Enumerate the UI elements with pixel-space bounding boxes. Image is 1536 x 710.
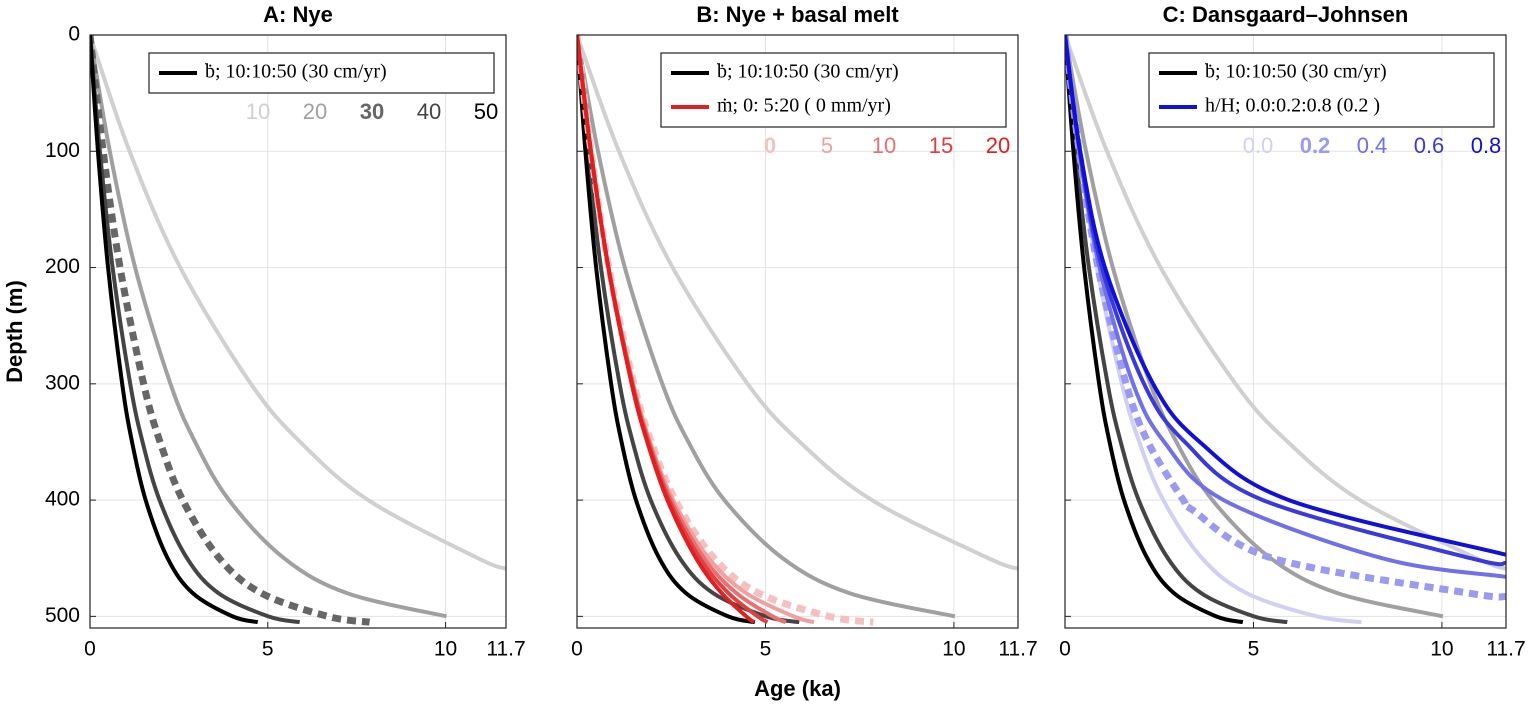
data-line [1065, 35, 1444, 619]
series-key: 0.6 [1414, 133, 1445, 158]
panel-title: B: Nye + basal melt [696, 2, 899, 27]
series-key: 30 [360, 99, 384, 124]
series-key: 0 [764, 133, 776, 158]
series-key: 20 [986, 133, 1010, 158]
x-tick-label: 5 [1248, 638, 1260, 661]
legend-box [148, 52, 495, 94]
x-axis-label: Age (ka) [754, 676, 841, 701]
x-tick-label: 10 [434, 638, 457, 661]
data-line [90, 35, 301, 625]
x-tick-label: 0 [571, 638, 583, 661]
plot-area [577, 35, 1018, 628]
series-key: 15 [929, 133, 953, 158]
series-key: 5 [821, 133, 833, 158]
data-line [1065, 35, 1506, 557]
axes-frame [89, 34, 507, 629]
data-line [577, 35, 756, 624]
y-tick-label: 500 [45, 604, 80, 627]
data-line [577, 35, 956, 619]
legend-box [660, 52, 1007, 128]
plot-area [1065, 35, 1506, 628]
x-tick-label: 5 [262, 638, 274, 661]
panel: 0 5 10 11.7 ḃ; 10:10:50 (30 cm/yr) ṁ; 0: 5:20… [571, 2, 1038, 701]
series-key: 20 [303, 99, 327, 124]
legend-label: h/H; 0.0:0.2:0.8 (0.2 ) [1205, 95, 1380, 117]
series-key: 0.2 [1300, 133, 1331, 158]
series-key: 0.0 [1243, 133, 1274, 158]
plot-area [90, 35, 506, 628]
series-key: 10 [872, 133, 896, 158]
axes-frame [1064, 34, 1507, 629]
y-tick-label: 300 [45, 371, 80, 394]
x-tick-label: 5 [760, 638, 772, 661]
panel-title: A: Nye [263, 2, 333, 27]
legend-label: ḃ; 10:10:50 (30 cm/yr) [1205, 61, 1387, 83]
legend-label: ḃ; 10:10:50 (30 cm/yr) [717, 61, 899, 83]
x-tick-label: 11.7 [1486, 638, 1525, 661]
y-axis-label: Depth (m) [2, 280, 27, 383]
y-tick-label: 400 [45, 488, 80, 511]
y-tick-label: 200 [45, 255, 80, 278]
panel: 0 5 10 11.7 ḃ; 10:10:50 (30 cm/yr) h/H; 0.0:0… [1059, 2, 1526, 661]
y-tick-label: 100 [45, 139, 80, 162]
panel-title: C: Dansgaard–Johnsen [1163, 2, 1409, 27]
data-line [1065, 35, 1506, 571]
x-tick-label: 0 [1059, 638, 1071, 661]
x-tick-label: 11.7 [486, 638, 525, 661]
legend-label: ṁ; 0: 5:20 ( 0 mm/yr) [717, 95, 891, 117]
panel: 0 5 10 11.7 0 100 200 300 400 500 ḃ; 10:10:50 (30 … [2, 2, 526, 661]
data-line [577, 35, 874, 626]
x-tick-label: 10 [1430, 638, 1453, 661]
series-key: 50 [474, 99, 498, 124]
x-tick-label: 0 [84, 638, 96, 661]
series-key: 40 [417, 99, 441, 124]
data-line [577, 35, 756, 625]
axes-frame [576, 34, 1019, 629]
y-tick-label: 0 [68, 23, 80, 46]
series-group [577, 35, 1018, 626]
data-line [1065, 35, 1288, 625]
x-tick-label: 10 [942, 638, 965, 661]
series-group [90, 35, 506, 626]
data-line [1065, 35, 1506, 601]
series-key: 10 [246, 99, 270, 124]
data-line [1065, 35, 1244, 625]
data-line [577, 35, 1018, 571]
series-key: 0.4 [1357, 133, 1388, 158]
legend-box [1148, 52, 1495, 128]
series-group [1065, 35, 1506, 625]
legend-label: ḃ; 10:10:50 (30 cm/yr) [205, 61, 387, 83]
data-line [90, 35, 447, 619]
x-tick-label: 11.7 [998, 638, 1037, 661]
data-line [90, 35, 259, 625]
series-key: 0.8 [1471, 133, 1502, 158]
data-line [90, 35, 506, 571]
